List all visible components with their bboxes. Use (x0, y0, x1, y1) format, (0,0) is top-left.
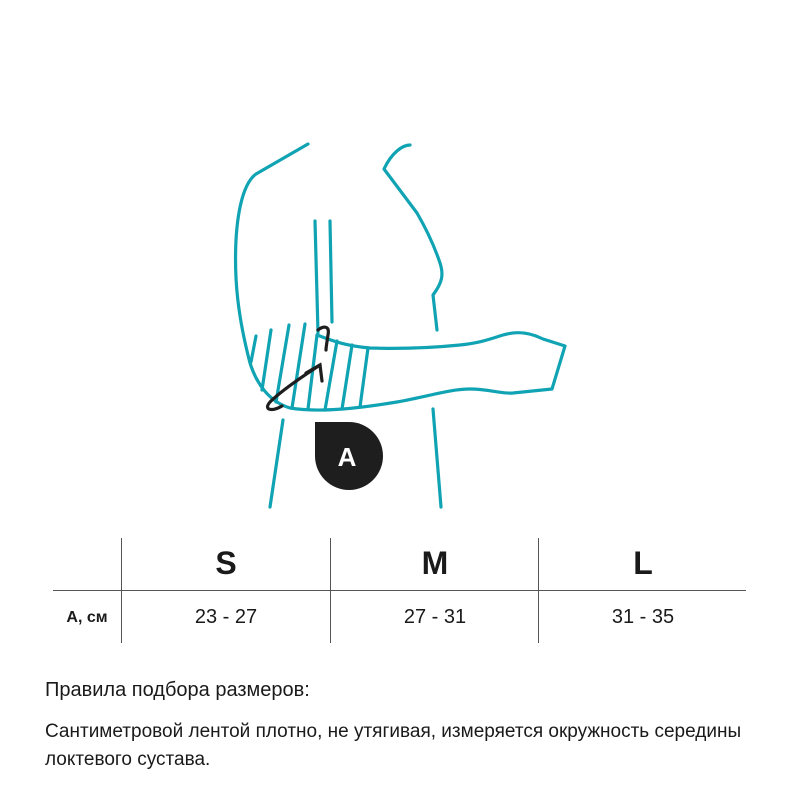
inner-arm-line (313, 219, 320, 335)
rules-title: Правила подбора размеров: (45, 679, 310, 701)
size-value-s: 23 - 27 (194, 606, 258, 628)
torso-outline (382, 143, 444, 332)
arm-outline (233, 142, 567, 412)
size-value-l: 31 - 35 (611, 606, 675, 628)
size-header-m: M (421, 545, 449, 581)
rules-text: Сантиметровой лентой плотно, не утягивая… (45, 721, 742, 770)
size-header-l: L (633, 545, 653, 581)
row-label: А, см (66, 609, 108, 626)
inner-arm-line (328, 219, 334, 324)
badge-label: A (338, 442, 357, 472)
size-value-m: 27 - 31 (403, 606, 467, 628)
elbow-hatching (249, 322, 370, 412)
torso-lower-line (268, 418, 285, 509)
wrap-arrow-icon (265, 325, 330, 412)
measurement-badge (315, 422, 383, 490)
table-divider (53, 590, 746, 591)
torso-lower-line (431, 407, 443, 509)
size-header-s: S (215, 545, 237, 581)
